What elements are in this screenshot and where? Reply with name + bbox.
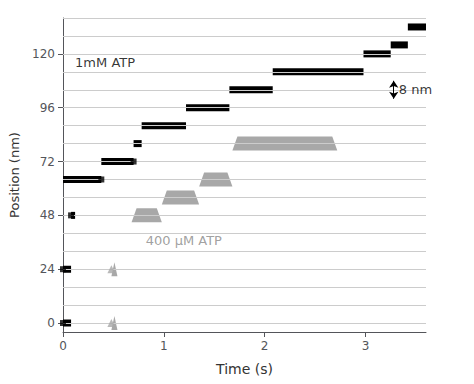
svg-text:24: 24 (40, 262, 55, 276)
svg-text:1: 1 (160, 339, 168, 353)
svg-text:120: 120 (32, 47, 55, 61)
svg-text:1mM ATP: 1mM ATP (75, 55, 135, 70)
svg-text:8 nm: 8 nm (399, 82, 432, 97)
svg-text:3: 3 (362, 339, 370, 353)
svg-text:72: 72 (40, 155, 55, 169)
svg-text:0: 0 (59, 339, 67, 353)
svg-text:96: 96 (40, 101, 55, 115)
svg-text:2: 2 (261, 339, 269, 353)
svg-text:0: 0 (47, 316, 55, 330)
svg-text:400 μM ATP: 400 μM ATP (146, 233, 222, 248)
svg-text:Position (nm): Position (nm) (7, 132, 22, 218)
svg-text:Time (s): Time (s) (215, 361, 273, 377)
svg-text:48: 48 (40, 208, 55, 222)
